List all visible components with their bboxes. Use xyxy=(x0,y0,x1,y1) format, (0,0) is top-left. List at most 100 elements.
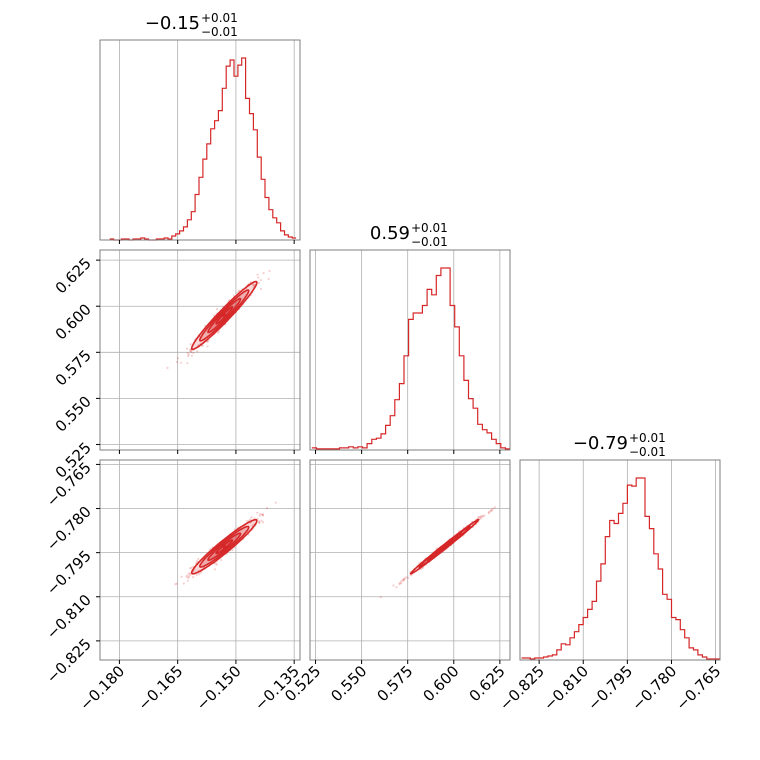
title-p1-upper: +0.01 xyxy=(411,221,448,235)
pair-panel-p1-p2-content xyxy=(379,506,496,599)
pair-panel-p1-p2-sample-point xyxy=(480,517,483,520)
hist-panel-p2-xtick-label-2: −0.795 xyxy=(584,662,636,714)
pair-panel-p0-p2-sample-point xyxy=(186,574,189,577)
pair-panel-p1-p2-sample-point xyxy=(487,511,490,515)
pair-panel-p1-p2-sample-point xyxy=(401,579,404,582)
pair-panel-p1-p2-sample-point xyxy=(409,574,412,577)
pair-panel-p0-p2-center-point xyxy=(222,544,227,549)
pair-panel-p0-p2-sample-point xyxy=(256,517,259,520)
pair-panel-p0-p1-sample-point xyxy=(189,343,192,346)
pair-panel-p0-p1-sample-point xyxy=(257,276,260,279)
pair-panel-p0-p1-sample-point xyxy=(256,273,259,276)
pair-panel-p0-p2-sample-point xyxy=(256,511,259,514)
pair-panel-p0-p2-sample-point xyxy=(189,572,192,575)
pair-panel-p0-p1-sample-point xyxy=(262,272,265,275)
pair-panel-p1-p2-sample-point xyxy=(479,515,482,519)
pair-panel-p0-p2-sample-point xyxy=(220,558,223,562)
pair-panel-p0-p2-sample-point xyxy=(261,513,264,516)
pair-panel-p0-p2-sample-point xyxy=(195,560,199,563)
pair-panel-p0-p2-sample-point xyxy=(189,567,192,570)
pair-panel-p1-p2-frame xyxy=(309,459,511,661)
pair-panel-p0-p2-sample-point xyxy=(174,583,177,586)
pair-panel-p1-p2-sample-point xyxy=(489,510,492,513)
hist-panel-p1-frame xyxy=(309,249,511,451)
pair-panel-p0-p1-sample-point xyxy=(190,350,193,353)
pair-panel-p0-p2-sample-point xyxy=(190,566,193,569)
pair-panel-p0-p2-frame xyxy=(99,459,301,661)
pair-panel-p0-p1-sample-point xyxy=(187,354,190,358)
pair-panel-p0-p2-sample-point xyxy=(182,582,185,585)
pair-panel-p0-p2-sample-point xyxy=(231,549,234,552)
pair-panel-p1-p2-sample-point xyxy=(379,596,382,599)
hist-panel-p2-xtick-label-1: −0.810 xyxy=(540,662,592,714)
hist-panel-p1 xyxy=(309,249,511,454)
title-p2-lower: −0.01 xyxy=(629,445,666,459)
pair-panel-p0-p2-ytick-label-2: −0.795 xyxy=(43,547,95,599)
title-p1-median: 0.59 xyxy=(370,223,410,244)
hist-panel-p0 xyxy=(99,39,301,244)
pair-panel-p0-p1-sample-point xyxy=(180,361,183,364)
pair-panel-p0-p2-sample-point xyxy=(189,574,192,577)
pair-panel-p1-p2-sample-point xyxy=(395,586,398,589)
title-p2-upper: +0.01 xyxy=(629,431,666,445)
pair-panel-p1-p2-sample-point xyxy=(490,509,493,512)
pair-panel-p0-p2: −0.180 −0.165 −0.150 −0.135−0.825−0.810−0.7… xyxy=(43,459,303,715)
pair-panel-p1-p2-xtick-label-3: 0.600 xyxy=(420,662,463,705)
pair-panel-p0-p2-sample-point xyxy=(265,507,269,510)
pair-panel-p0-p1-ytick-label-3: 0.600 xyxy=(52,300,95,343)
pair-panel-p0-p1-sample-point xyxy=(201,344,204,347)
pair-panel-p0-p2-sample-point xyxy=(198,572,201,576)
title-p0-upper: +0.01 xyxy=(201,11,238,25)
hist-panel-p0-histogram-line xyxy=(109,57,297,241)
hist-panel-p2-histogram-line xyxy=(521,477,720,660)
pair-panel-p1-p2-xtick-label-2: 0.575 xyxy=(373,662,416,705)
pair-panel-p0-p1-sample-point xyxy=(187,353,190,356)
pair-panel-p0-p1-sample-point xyxy=(192,351,195,354)
pair-panel-p0-p2-sample-point xyxy=(186,579,189,582)
pair-panel-p1-p2-sample-point xyxy=(483,514,486,517)
pair-panel-p0-p1-sample-point xyxy=(267,277,270,280)
pair-panel-p1-p2-sample-point xyxy=(493,506,496,509)
pair-panel-p0-p1-sample-point xyxy=(257,281,260,284)
pair-panel-p0-p2-sample-point xyxy=(258,521,261,525)
pair-panel-p0-p1-sample-point xyxy=(216,331,220,334)
hist-panel-p2-frame xyxy=(519,459,721,661)
pair-panel-p0-p1-sample-point xyxy=(176,361,179,364)
pair-panel-p0-p2-sample-point xyxy=(185,575,188,578)
pair-panel-p1-p2-sample-point xyxy=(398,583,401,586)
pair-panel-p0-p1-frame xyxy=(99,249,301,451)
pair-panel-p1-p2-sample-point xyxy=(398,582,401,585)
pair-panel-p0-p2-xtick-label-0: −0.180 xyxy=(76,662,128,714)
pair-panel-p0-p2-sample-point xyxy=(199,571,202,574)
pair-panel-p1-p2-center-point xyxy=(442,544,447,549)
pair-panel-p0-p1-sample-point xyxy=(185,347,188,350)
pair-panel-p0-p2-sample-point xyxy=(214,562,217,565)
title-p2: −0.79 +0.01 −0.01 xyxy=(573,431,666,459)
pair-panel-p1-p2-sample-point xyxy=(400,582,403,585)
title-p1-lower: −0.01 xyxy=(411,235,448,249)
pair-panel-p1-p2-sample-point xyxy=(402,578,406,581)
pair-panel-p0-p2-sample-point xyxy=(249,518,252,521)
pair-panel-p1-p2-sample-point xyxy=(479,515,482,518)
title-p1: 0.59 +0.01 −0.01 xyxy=(370,221,448,249)
hist-panel-p2-xtick-label-3: −0.780 xyxy=(628,662,680,714)
pair-panel-p0-p2-sample-point xyxy=(258,520,261,523)
pair-panel-p1-p2-sample-point xyxy=(480,514,484,518)
hist-panel-p0-frame xyxy=(99,39,301,241)
hist-panel-p2: −0.825−0.810−0.795−0.780−0.765 xyxy=(496,459,724,714)
pair-panel-p1-p2-sample-point xyxy=(407,576,410,580)
pair-panel-p0-p2-sample-point xyxy=(250,516,253,519)
pair-panel-p0-p2-sample-point xyxy=(246,519,249,523)
pair-panel-p0-p1-content xyxy=(166,269,271,369)
pair-panel-p0-p1-sample-point xyxy=(189,350,192,353)
pair-panel-p1-p2-sample-point xyxy=(481,515,485,518)
pair-panel-p0-p2-ytick-label-0: −0.825 xyxy=(43,635,95,687)
pair-panel-p0-p1-sample-point xyxy=(259,279,262,282)
pair-panel-p0-p2-sample-point xyxy=(259,513,262,516)
pair-panel-p0-p1-sample-point xyxy=(252,283,255,286)
pair-panel-p0-p1-sample-point xyxy=(206,345,209,348)
pair-panel-p0-p2-sample-point xyxy=(187,572,190,575)
pair-panel-p0-p1-sample-point xyxy=(190,354,193,357)
